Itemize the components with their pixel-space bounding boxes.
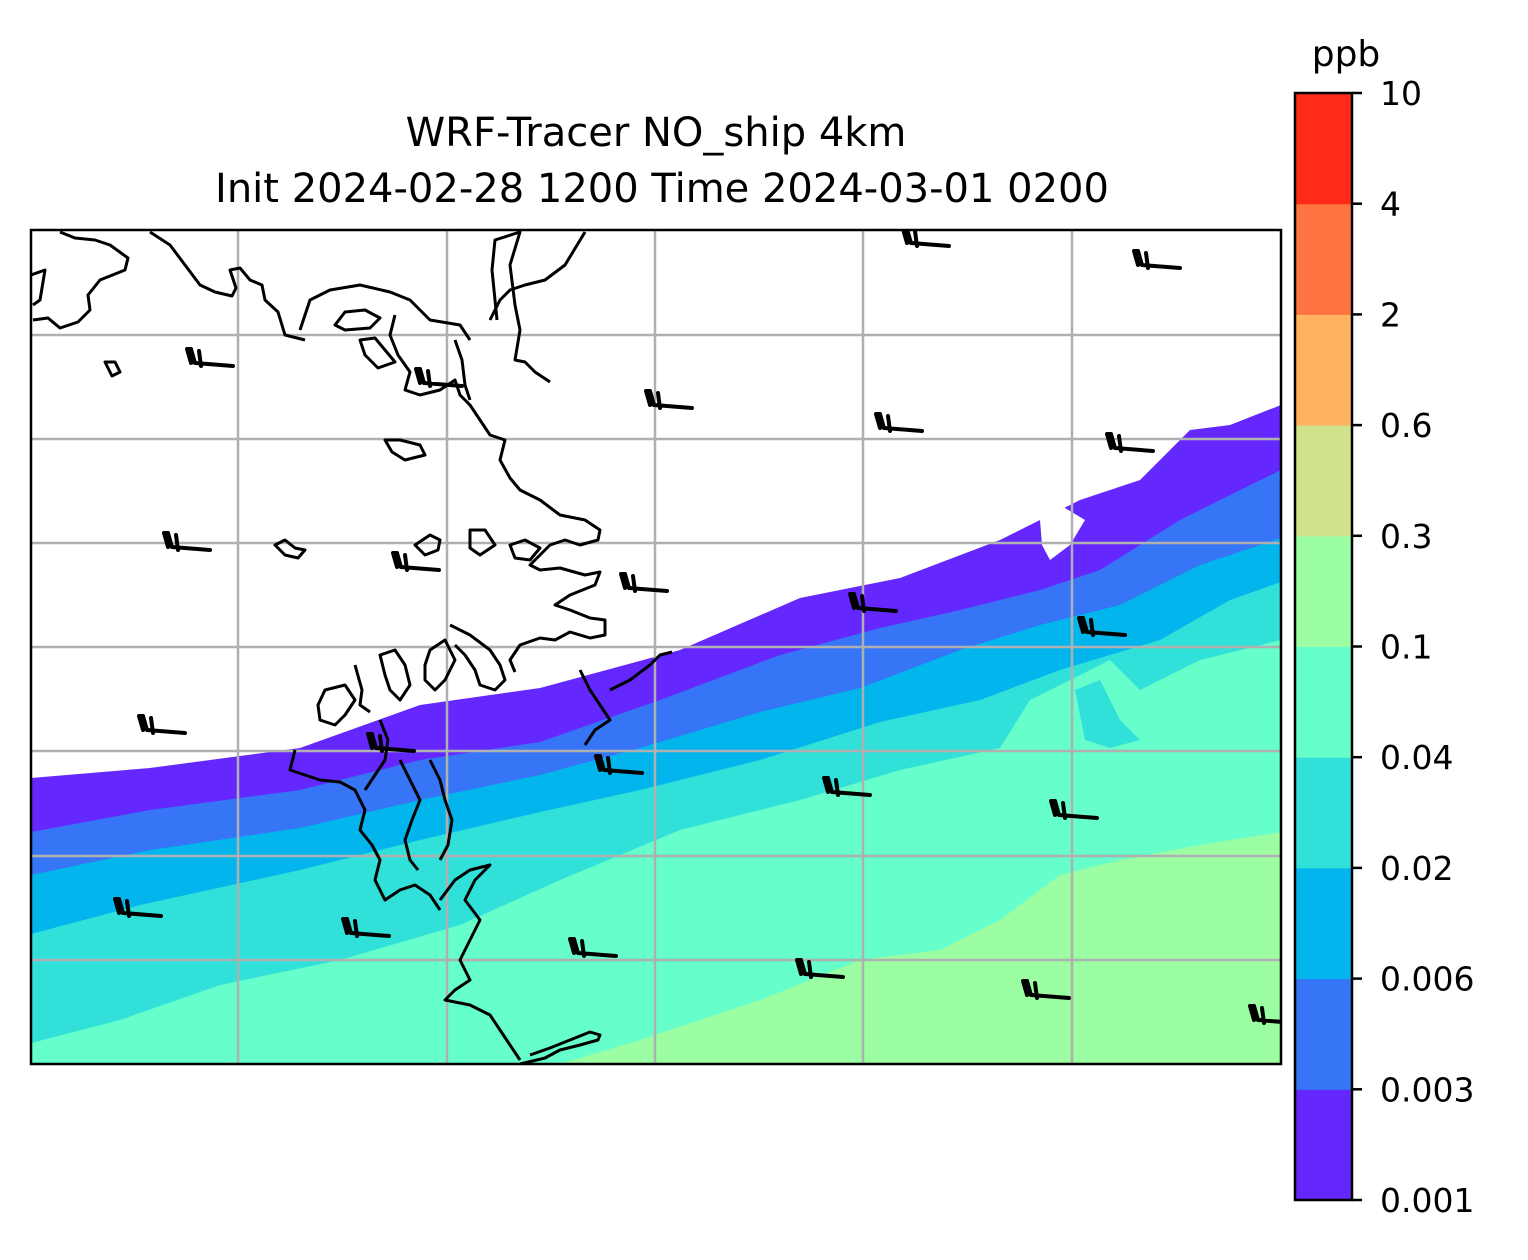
contour-island [1075,680,1140,748]
colorbar-tick-label: 0.04 [1380,738,1453,777]
colorbar-ticks: 10 4 2 0.6 0.3 0.1 0.04 0.02 0.006 0.003 0.001 [1352,74,1474,1220]
colorbar-band [1295,757,1352,869]
map-frame [29,228,1283,1066]
map-title-line2: Init 2024-02-28 1200 Time 2024-03-01 020… [215,166,1109,212]
colorbar-band [1295,535,1352,647]
colorbar-band [1295,1089,1352,1201]
colorbar-tick-label: 10 [1380,74,1422,113]
colorbar-tick-label: 0.02 [1380,849,1453,888]
colorbar-tick-label: 2 [1380,295,1401,334]
colorbar-band [1295,425,1352,537]
map-panel [31,230,1281,1064]
colorbar-band [1295,314,1352,426]
colorbar-tick-label: 0.6 [1380,406,1432,445]
colorbar-unit: ppb [1312,34,1381,75]
colorbar-tick-label: 0.001 [1380,1181,1474,1220]
colorbar-band [1295,646,1352,758]
colorbar: ppb 10 4 2 0.6 0.3 0.1 0.04 0.02 0.006 0.003 0.001 [1293,34,1474,1220]
colorbar-tick-label: 0.1 [1380,628,1432,667]
colorbar-tick-label: 4 [1380,185,1401,224]
colorbar-bands [1295,93,1352,1201]
colorbar-band [1295,867,1352,980]
map-title-line1: WRF-Tracer NO_ship 4km [406,110,907,156]
coastlines [31,230,673,1064]
contour-gap [1040,505,1085,560]
colorbar-band [1295,93,1352,205]
contour-band-0.1 [560,832,1281,1064]
colorbar-tick-label: 0.003 [1380,1070,1474,1109]
colorbar-tick-label: 0.3 [1380,517,1432,556]
colorbar-band [1295,978,1352,1090]
colorbar-band [1295,203,1352,315]
colorbar-tick-label: 0.006 [1380,960,1474,999]
